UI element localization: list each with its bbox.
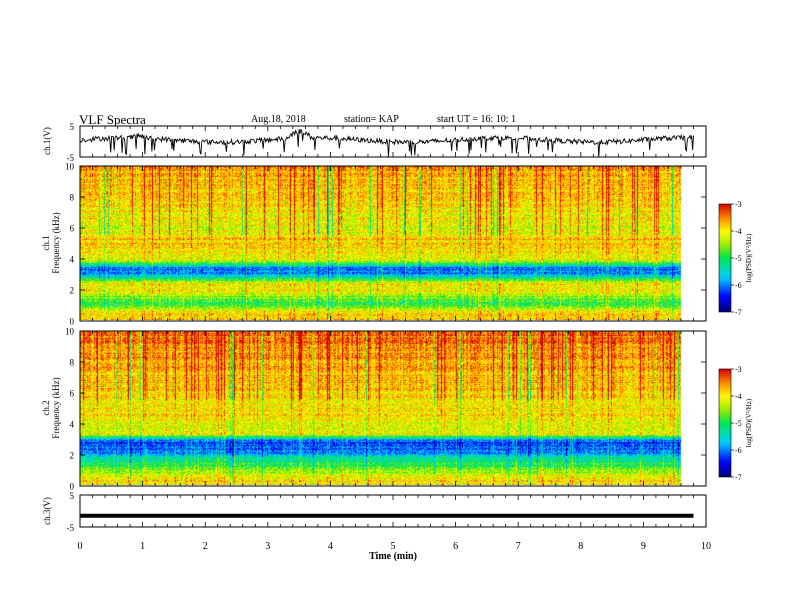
y-tick-label: 2 xyxy=(70,451,75,461)
x-tick-label: 4 xyxy=(328,541,333,552)
colorbar-label-1: log(PSD)(V²/Hz) xyxy=(745,233,753,282)
y-tick-label: -5 xyxy=(67,153,75,163)
colorbar-tick-label: -7 xyxy=(735,308,742,317)
ch3-ylabel: ch.3(V) xyxy=(42,497,52,525)
x-tick-label: 3 xyxy=(265,541,270,552)
colorbar-tick-label: -6 xyxy=(735,446,742,455)
y-tick-label: 10 xyxy=(65,327,75,337)
y-tick-label: 8 xyxy=(70,193,75,203)
y-tick-label: 5 xyxy=(70,122,75,132)
x-tick-label: 6 xyxy=(453,541,458,552)
y-tick-label: 2 xyxy=(70,286,75,296)
colorbar-tick-label: -4 xyxy=(735,392,742,401)
y-tick-label: 0 xyxy=(70,482,75,492)
ch2-spec-ylabel-channel: ch.2 xyxy=(41,400,51,415)
date-label: Aug.18, 2018 xyxy=(251,114,306,125)
colorbar-tick-label: -3 xyxy=(735,365,742,374)
y-tick-label: 6 xyxy=(70,224,75,234)
panel-frame-3 xyxy=(79,330,707,487)
colorbar-2 xyxy=(718,368,732,478)
start-time-label: start UT = 16: 10: 1 xyxy=(437,114,517,125)
ch1-spec-ylabel: Frequency (kHz) xyxy=(51,212,61,273)
x-tick-label: 2 xyxy=(203,541,208,552)
y-tick-label: -5 xyxy=(67,523,75,533)
ch1-spectrogram-image xyxy=(80,166,693,320)
colorbar-tick-label: -4 xyxy=(735,227,742,236)
x-tick-label: 0 xyxy=(78,541,83,552)
colorbar-tick-label: -5 xyxy=(735,419,742,428)
ch2-spectrogram-image xyxy=(80,331,693,485)
y-tick-label: 8 xyxy=(70,358,75,368)
colorbar-tick-label: -3 xyxy=(735,200,742,209)
x-axis-label: Time (min) xyxy=(369,551,417,562)
y-tick-label: 5 xyxy=(70,491,75,501)
ch1-spec-ylabel-channel: ch.1 xyxy=(41,235,51,250)
y-tick-label: 6 xyxy=(70,389,75,399)
x-tick-label: 7 xyxy=(516,541,521,552)
colorbar-tick-label: -7 xyxy=(735,473,742,482)
x-tick-label: 5 xyxy=(391,541,396,552)
station-label: station= KAP xyxy=(344,114,399,125)
ch1-waveform-line xyxy=(79,128,694,158)
colorbar-1 xyxy=(718,203,732,313)
colorbar-tick-label: -5 xyxy=(735,254,742,263)
colorbar-label-2: log(PSD)(V²/Hz) xyxy=(745,398,753,447)
x-tick-label: 9 xyxy=(641,541,646,552)
y-tick-label: 10 xyxy=(65,162,75,172)
y-tick-label: 0 xyxy=(70,317,75,327)
x-tick-label: 1 xyxy=(140,541,145,552)
x-tick-label: 10 xyxy=(701,541,711,552)
panel-frame-2 xyxy=(79,165,707,322)
figure-title: VLF Spectra xyxy=(79,112,146,127)
ch2-spec-ylabel: Frequency (kHz) xyxy=(51,377,61,438)
ch1-ylabel: ch.1(V) xyxy=(42,127,52,155)
x-tick-label: 8 xyxy=(578,541,583,552)
colorbar-tick-label: -6 xyxy=(735,281,742,290)
y-tick-label: 4 xyxy=(70,420,75,430)
y-tick-label: 4 xyxy=(70,255,75,265)
